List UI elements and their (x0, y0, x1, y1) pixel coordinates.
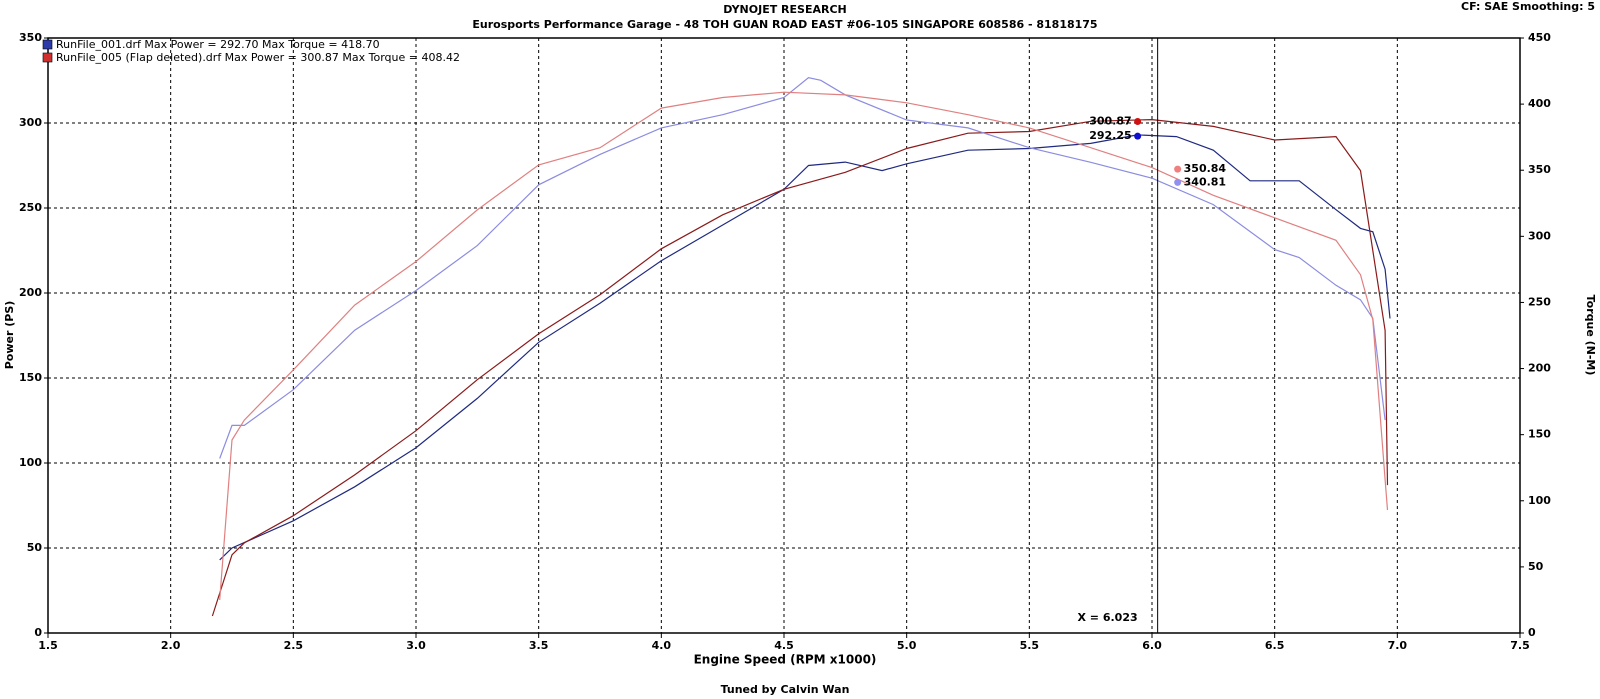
x-tick-label: 5.5 (1020, 639, 1040, 652)
cursor-marker (1134, 132, 1142, 140)
x-tick-label: 2.5 (284, 639, 304, 652)
corner-note: CF: SAE Smoothing: 5 (1461, 0, 1595, 13)
cursor-value: 350.84 (1184, 162, 1227, 175)
x-tick-label: 6.0 (1142, 639, 1162, 652)
cursor-marker (1174, 178, 1182, 186)
x-tick-label: 6.5 (1265, 639, 1285, 652)
x-tick-label: 5.0 (897, 639, 917, 652)
chart-title: DYNOJET RESEARCH (723, 3, 846, 16)
power-torque-curve (211, 118, 1389, 617)
y2-tick-label: 100 (1528, 494, 1551, 507)
cursor-label: X = 6.023 (1077, 611, 1137, 624)
power-torque-curve (219, 91, 1389, 600)
y-tick-label: 200 (19, 286, 42, 299)
x-tick-label: 2.0 (161, 639, 181, 652)
y2-tick-label: 450 (1528, 31, 1551, 44)
power-torque-curve (219, 134, 1391, 561)
legend-swatch (42, 52, 53, 63)
cursor-marker (1134, 118, 1142, 126)
legend-label: RunFile_005 (Flap deleted).drf Max Power… (56, 51, 460, 64)
chart-subtitle: Eurosports Performance Garage - 48 TOH G… (472, 18, 1097, 31)
y-tick-label: 150 (19, 371, 42, 384)
x-axis-label: Engine Speed (RPM x1000) (694, 653, 877, 667)
footer: Tuned by Calvin Wan (721, 683, 850, 696)
y-tick-label: 100 (19, 456, 42, 469)
y2-tick-label: 300 (1528, 229, 1551, 242)
y-tick-label: 350 (19, 31, 42, 44)
y2-tick-label: 250 (1528, 295, 1551, 308)
cursor-value: 300.87 (1089, 115, 1131, 128)
y2-tick-label: 200 (1528, 362, 1551, 375)
cursor-marker (1174, 165, 1182, 173)
x-tick-label: 3.0 (406, 639, 426, 652)
y-tick-label: 50 (27, 541, 43, 554)
y2-tick-label: 50 (1528, 560, 1544, 573)
cursor-value: 292.25 (1089, 129, 1131, 142)
y-tick-label: 300 (19, 116, 42, 129)
y2-tick-label: 0 (1528, 626, 1536, 639)
y2-tick-label: 400 (1528, 97, 1551, 110)
legend-swatch (42, 39, 53, 50)
cursor-value: 340.81 (1184, 175, 1226, 188)
x-tick-label: 4.0 (652, 639, 672, 652)
plot-frame (47, 37, 1521, 634)
x-tick-label: 7.0 (1388, 639, 1408, 652)
x-tick-label: 4.5 (774, 639, 794, 652)
x-tick-label: 7.5 (1510, 639, 1530, 652)
x-tick-label: 3.5 (529, 639, 549, 652)
y-tick-label: 250 (19, 201, 42, 214)
x-tick-label: 1.5 (38, 639, 58, 652)
legend-label: RunFile_001.drf Max Power = 292.70 Max T… (56, 38, 380, 51)
y2-axis-label: Torque (N-M) (1584, 295, 1597, 376)
y2-tick-label: 350 (1528, 163, 1551, 176)
y2-tick-label: 150 (1528, 428, 1551, 441)
y-axis-label: Power (PS) (3, 301, 16, 370)
y-tick-label: 0 (34, 626, 42, 639)
power-torque-curve (219, 77, 1386, 459)
